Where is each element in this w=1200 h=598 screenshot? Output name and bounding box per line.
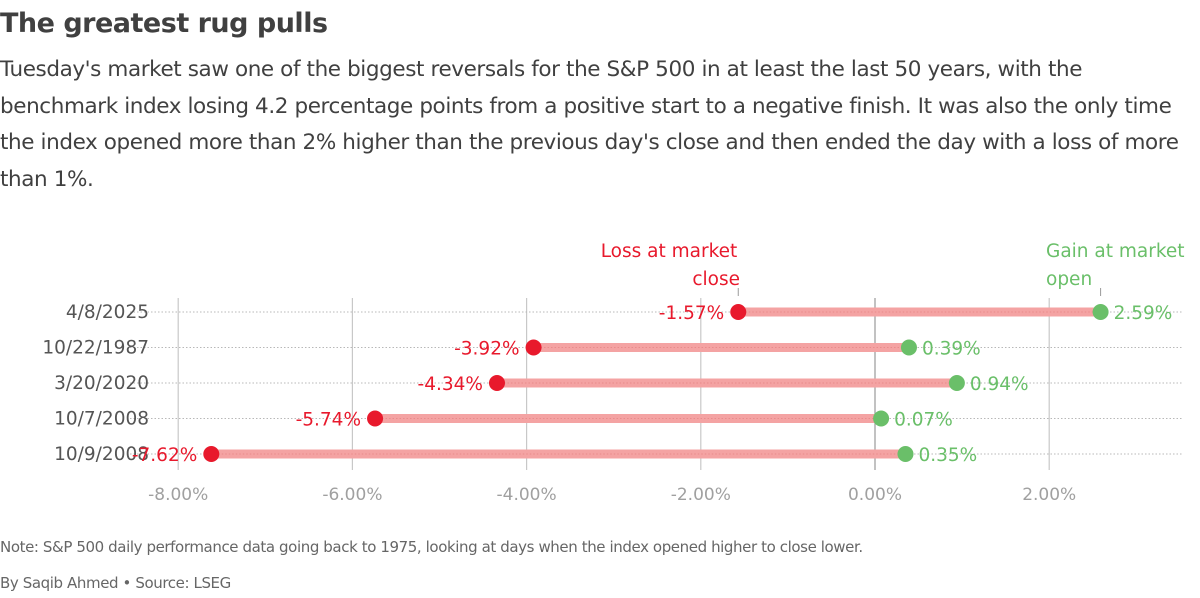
loss-value-label: -3.92% xyxy=(454,339,519,360)
gain-value-label: 0.07% xyxy=(894,410,953,431)
x-tick-label: -4.00% xyxy=(497,485,557,505)
label-layer: 4/8/2025 -1.57% 2.59% 10/22/1987 -3.92% 0.39%… xyxy=(42,302,1172,466)
loss-value-label: -4.34% xyxy=(418,374,483,395)
x-tick-label: -2.00% xyxy=(671,485,731,505)
category-label: 4/8/2025 xyxy=(66,302,149,323)
loss-value-label: -1.57% xyxy=(659,303,724,324)
annotation-text: close xyxy=(692,269,740,290)
loss-dot xyxy=(730,304,747,320)
dumbbell-chart: -8.00% -6.00% -4.00% -2.00% 0.00% 2.00% 4/8/2… xyxy=(42,241,1185,505)
x-tick-label: 0.00% xyxy=(848,485,902,505)
chart-byline: By Saqib Ahmed • Source: LSEG xyxy=(0,574,231,592)
annotation-text: Gain at market xyxy=(1046,241,1185,262)
gain-dot xyxy=(948,375,965,391)
category-label: 3/20/2020 xyxy=(54,373,149,394)
x-tick-label: 2.00% xyxy=(1022,485,1076,505)
loss-value-label: -7.62% xyxy=(132,445,197,466)
annotation-text: open xyxy=(1046,269,1092,290)
loss-dot xyxy=(367,410,384,427)
chart-note: Note: S&P 500 daily performance data goi… xyxy=(0,538,863,556)
gain-value-label: 0.35% xyxy=(918,445,977,466)
loss-value-label: -5.74% xyxy=(296,410,361,431)
dot-layer xyxy=(203,304,1109,462)
gain-dot xyxy=(897,446,914,462)
grid-layer: -8.00% -6.00% -4.00% -2.00% 0.00% 2.00% xyxy=(148,298,1076,505)
loss-dot xyxy=(488,375,505,391)
gain-dot xyxy=(1092,304,1109,320)
chart-subtitle: Tuesday's market saw one of the biggest … xyxy=(0,57,1179,192)
loss-dot xyxy=(525,339,542,356)
category-label: 10/7/2008 xyxy=(54,409,149,430)
gain-dot xyxy=(873,410,890,427)
category-label: 10/9/2008 xyxy=(54,444,149,465)
bar-layer xyxy=(211,307,1101,459)
gain-value-label: 0.94% xyxy=(970,374,1029,395)
x-tick-label: -6.00% xyxy=(322,485,382,505)
annotation-layer: Loss at market close Gain at market open xyxy=(601,241,1185,296)
gain-dot xyxy=(900,339,917,356)
gain-value-label: 2.59% xyxy=(1114,303,1173,324)
x-tick-label: -8.00% xyxy=(148,485,208,505)
gain-value-label: 0.39% xyxy=(922,339,981,360)
chart-title: The greatest rug pulls xyxy=(0,8,328,39)
loss-dot xyxy=(203,446,220,462)
category-label: 10/22/1987 xyxy=(42,338,149,359)
annotation-text: Loss at market xyxy=(601,241,738,262)
